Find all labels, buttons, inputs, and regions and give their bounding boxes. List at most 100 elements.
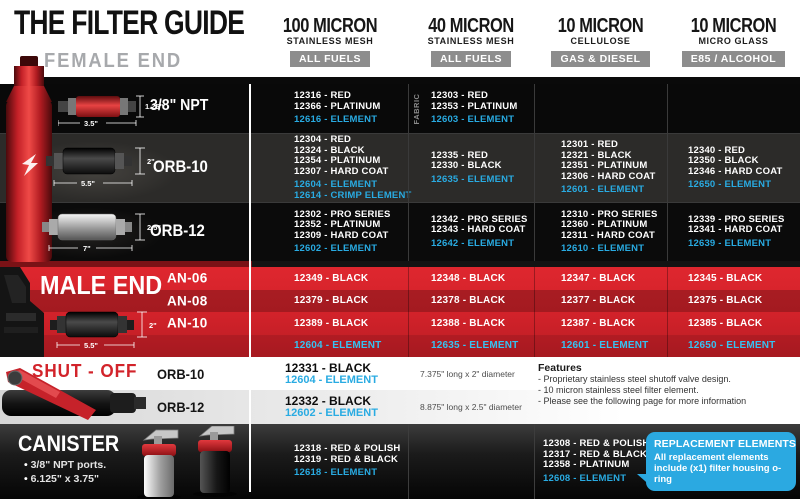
part-number-list: 12310 - PRO SERIES 12360 - PLATINUM 12311 …	[561, 209, 667, 242]
column-header-2: 40 MICRON STAINLESS MESH ALL FUELS	[408, 8, 534, 78]
part-number-list: 12318 - RED & POLISH 12319 - RED & BLACK	[294, 444, 408, 465]
part-number: 12301 - RED	[561, 139, 619, 151]
fuel-type-badge: GAS & DIESEL	[551, 51, 650, 67]
part-number: 12358 - PLATINUM	[543, 459, 630, 470]
part-cell-2: FABRIC 12303 - RED 12353 - PLATINUM 12603 -…	[408, 84, 534, 133]
canister-spec: 3/8" NPT ports.	[24, 458, 107, 472]
part-number: 12375 - BLACK	[667, 289, 800, 312]
size-spec: 7.375" long x 2" diameter	[420, 368, 515, 379]
page-title: THE FILTER GUIDE	[14, 4, 245, 42]
female-red-filter-image	[6, 56, 52, 262]
element-number: 12602 - ELEMENT	[285, 406, 378, 419]
size-spec: 8.875" long x 2.5" diameter	[420, 401, 522, 412]
part-number: 12308 - RED & POLISH	[543, 438, 650, 449]
column-micron-label: 100 MICRON	[282, 15, 378, 37]
element-number: 12608 - ELEMENT	[543, 472, 627, 484]
element-number-list: 12604 - ELEMENT 12614 - CRIMP ELEMENT	[294, 179, 411, 201]
part-number: 12343 - HARD COAT	[431, 224, 526, 236]
shutoff-valve-image	[2, 368, 146, 420]
element-number-list: 12642 - ELEMENT	[431, 237, 534, 250]
element-number-list: 12650 - ELEMENT	[688, 179, 800, 191]
element-number-list: 12601 - ELEMENT	[561, 185, 667, 196]
canister-images	[137, 426, 237, 499]
column-media-label: CELLULOSE	[570, 36, 631, 46]
canister-spec: 6.125" x 3.75"	[24, 472, 106, 486]
part-cell-2: 12335 - RED 12330 - BLACK 12635 - ELEMENT	[408, 134, 534, 202]
part-number: 12347 - BLACK	[534, 267, 667, 290]
part-number: 12346 - HARD COAT	[688, 165, 783, 177]
fuel-type-badge: ALL FUELS	[430, 51, 512, 67]
male-element-row: 12604 - ELEMENT 12635 - ELEMENT 12601 - EL…	[0, 334, 800, 357]
element-number: 12642 - ELEMENT	[431, 237, 515, 249]
element-number: 12601 - ELEMENT	[534, 334, 667, 357]
male-element-grid: 12604 - ELEMENT 12635 - ELEMENT 12601 - EL…	[252, 334, 800, 357]
column-headers: 100 MICRON STAINLESS MESH ALL FUELS 40 MICR…	[252, 8, 800, 78]
column-header-3: 10 MICRON CELLULOSE GAS & DIESEL	[534, 8, 667, 78]
callout-body: All replacement elements include (x1) fi…	[654, 452, 782, 485]
part-number: 12319 - RED & BLACK	[294, 453, 399, 465]
part-number: 12389 - BLACK	[294, 317, 369, 329]
fitting-label-orb10: ORB-10	[157, 365, 205, 382]
element-number: 12616 - ELEMENT	[294, 114, 378, 126]
male-top-strip-right	[252, 261, 800, 267]
male-row-an-10: AN-10 12389 - BLACK 12388 - BLACK 12387 - B…	[0, 312, 800, 335]
part-number-list: 12301 - RED 12321 - BLACK 12351 - PLATINUM…	[561, 140, 667, 182]
part-cell-1: 12302 - PRO SERIES 12352 - PLATINUM 12309 …	[252, 203, 408, 261]
canister-specs: 3/8" NPT ports.6.125" x 3.75"	[24, 458, 107, 486]
element-number-list: 12608 - ELEMENT	[543, 472, 667, 485]
part-number: 12321 - BLACK	[561, 149, 632, 161]
part-number: 12388 - BLACK	[408, 312, 534, 335]
part-number: 12354 - PLATINUM	[294, 155, 381, 166]
orb12-part-grid: 12302 - PRO SERIES 12352 - PLATINUM 12309 …	[252, 203, 800, 261]
part-cell-2: 12342 - PRO SERIES 12343 - HARD COAT 12642…	[408, 203, 534, 261]
orb10-part-grid: 12304 - RED 12324 - BLACK 12354 - PLATINUM…	[252, 134, 800, 202]
label-column-divider	[249, 84, 251, 492]
part-number-list: 12304 - RED 12324 - BLACK 12354 - PLATINUM…	[294, 134, 408, 177]
part-number: 12306 - HARD COAT	[561, 170, 656, 182]
element-number: 12650 - ELEMENT	[667, 334, 800, 357]
fuel-type-badge: ALL FUELS	[289, 51, 371, 67]
feature-item: - Please see the following page for more…	[538, 396, 747, 406]
male-rows: AN-06 12349 - BLACK 12348 - BLACK 12347 - B…	[0, 267, 800, 357]
part-number: 12350 - BLACK	[688, 155, 759, 166]
orb10-filter-image: 2" 5.5"	[46, 147, 155, 188]
male-part-grid: 12389 - BLACK 12388 - BLACK 12387 - BLACK 1…	[252, 312, 800, 335]
shutoff-section: SHUT - OFF ORB-10 12331 - BLACK 12604 - …	[0, 357, 800, 424]
header-divider-bar	[26, 77, 800, 84]
shutoff-section-label: SHUT - OFF	[32, 361, 138, 381]
feature-item: - Proprietary stainless steel shutoff va…	[538, 374, 731, 384]
canister-section: CANISTER 3/8" NPT ports.6.125" x 3.75" 1…	[0, 424, 800, 499]
row-orb12: ORB-12 12302 - PRO SERIES 12352 - PLATINU…	[0, 203, 800, 261]
part-number: 12303 - RED	[431, 90, 489, 102]
element-number: 12635 - ELEMENT	[408, 334, 534, 357]
element-number-list: 12616 - ELEMENT	[294, 115, 408, 126]
row-orb10: ORB-10 12304 - RED 12324 - BLACK 12354 - P…	[0, 133, 800, 203]
part-number-list: 12308 - RED & POLISH 12317 - RED & BLACK 1…	[543, 438, 667, 471]
element-number: 12604 - ELEMENT	[294, 179, 378, 190]
part-number: 12304 - RED	[294, 134, 352, 145]
column-micron-label: 10 MICRON	[557, 15, 644, 37]
part-number: 12311 - HARD COAT	[561, 229, 656, 241]
part-cell-1: 12316 - RED 12366 - PLATINUM 12616 - ELEME…	[252, 84, 408, 133]
canister-part-grid: 12318 - RED & POLISH 12319 - RED & BLACK 1…	[252, 424, 800, 499]
orb12-dim-width: 7"	[83, 244, 91, 253]
replacement-elements-callout: REPLACEMENT ELEMENTS All replacement ele…	[637, 432, 797, 491]
part-number-list: 12302 - PRO SERIES 12352 - PLATINUM 12309 …	[294, 209, 408, 242]
element-number-list: 12639 - ELEMENT	[688, 238, 800, 250]
part-number: 12345 - BLACK	[667, 267, 800, 290]
fitting-label-npt: 3/8" NPT	[150, 97, 209, 114]
part-cell-4	[667, 84, 800, 133]
part-number: 12379 - BLACK	[294, 295, 369, 307]
part-cell-3	[534, 84, 667, 133]
element-number-list: 12610 - ELEMENT	[561, 243, 667, 255]
male-filter-image: 2" 5.5"	[50, 311, 157, 350]
part-number: 12342 - PRO SERIES	[431, 213, 528, 225]
part-cell-2	[408, 424, 534, 499]
male-row-an-06: AN-06 12349 - BLACK 12348 - BLACK 12347 - B…	[0, 267, 800, 290]
callout-title: REPLACEMENT ELEMENTS	[654, 438, 797, 450]
part-number: 12339 - PRO SERIES	[688, 213, 785, 225]
part-cell-3: 12310 - PRO SERIES 12360 - PLATINUM 12311 …	[534, 203, 667, 261]
male-top-strip-left	[0, 261, 252, 267]
column-micron-label: 10 MICRON	[690, 15, 777, 37]
